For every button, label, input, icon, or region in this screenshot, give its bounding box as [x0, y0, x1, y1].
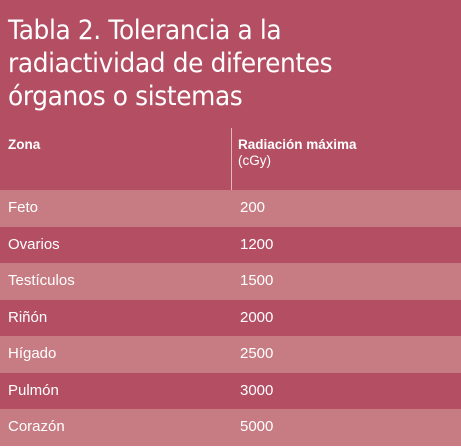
header-radiacion-unit: (cGy): [238, 153, 271, 168]
cell-zona: Pulmón: [8, 381, 59, 399]
cell-zona: Testículos: [8, 272, 75, 289]
header-zona: Zona: [8, 137, 41, 152]
cell-zona: Ovarios: [8, 235, 60, 253]
cell-radiacion: 200: [240, 199, 266, 216]
cell-zona: Riñón: [8, 308, 48, 326]
table-title: Tabla 2. Tolerancia a la radiactividad d…: [8, 15, 333, 112]
cell-radiacion: 5000: [240, 418, 274, 435]
header-radiacion: Radiación máxima (cGy): [238, 137, 357, 169]
cell-zona: Feto: [8, 199, 39, 216]
table-header-row: Zona Radiación máxima (cGy): [0, 137, 461, 184]
cell-radiacion: 1200: [240, 235, 274, 253]
table-row: Hígado 2500: [0, 336, 461, 373]
cell-radiacion: 3000: [240, 381, 274, 399]
cell-zona: Corazón: [8, 418, 65, 435]
table-body: Feto 200 Ovarios 1200 Testículos 1500 Ri…: [0, 190, 461, 446]
cell-radiacion: 1500: [240, 272, 274, 289]
table-row: Corazón 5000: [0, 409, 461, 446]
cell-radiacion: 2000: [240, 308, 274, 326]
table-row: Ovarios 1200: [0, 226, 461, 263]
table-row: Pulmón 3000: [0, 372, 461, 409]
table-row: Riñón 2000: [0, 299, 461, 336]
table-row: Feto 200: [0, 190, 461, 227]
cell-zona: Hígado: [8, 345, 57, 362]
header-radiacion-label: Radiación máxima: [238, 137, 357, 152]
cell-radiacion: 2500: [240, 345, 274, 362]
table-row: Testículos 1500: [0, 263, 461, 300]
